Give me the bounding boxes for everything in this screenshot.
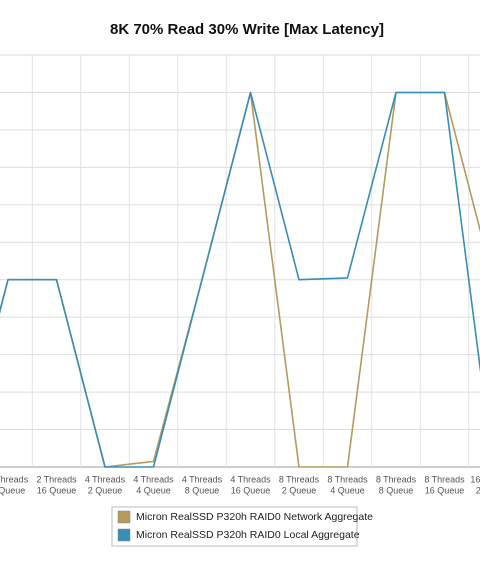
x-tick-label: 16 Queue <box>37 485 77 495</box>
x-tick-label: 16 Threads <box>470 474 480 484</box>
x-tick-label: 8 Threads <box>424 474 465 484</box>
x-tick-label: 2 Queue <box>88 485 123 495</box>
x-tick-label: 4 Queue <box>136 485 171 495</box>
x-tick-label: 2 Threads <box>0 474 29 484</box>
legend: Micron RealSSD P320h RAID0 Network Aggre… <box>117 510 373 542</box>
x-tick-label: 4 Threads <box>133 474 174 484</box>
x-tick-label: 4 Threads <box>230 474 271 484</box>
x-tick-label: 16 Queue <box>231 485 271 495</box>
x-tick-label: 8 Threads <box>376 474 417 484</box>
chart-title: 8K 70% Read 30% Write [Max Latency] <box>110 21 384 38</box>
x-tick-label: 2 Threads <box>36 474 77 484</box>
legend-swatch <box>117 528 131 542</box>
x-tick-label: 4 Threads <box>85 474 126 484</box>
x-tick-label: 8 Queue <box>185 485 220 495</box>
legend-label: Micron RealSSD P320h RAID0 Local Aggrega… <box>136 529 360 541</box>
legend-box <box>111 506 358 547</box>
x-tick-label: 8 Threads <box>279 474 320 484</box>
x-tick-label: 8 Threads <box>327 474 368 484</box>
x-tick-label: 16 Queue <box>425 485 465 495</box>
x-tick-label: 4 Queue <box>330 485 365 495</box>
x-tick-label: 8 Queue <box>0 485 25 495</box>
legend-label: Micron RealSSD P320h RAID0 Network Aggre… <box>136 511 373 523</box>
lines <box>0 91 480 468</box>
grid <box>0 54 480 468</box>
x-tick-label: 2 Queue <box>476 485 480 495</box>
series-line <box>0 91 480 468</box>
x-tick-label: 8 Queue <box>379 485 414 495</box>
x-tick-label: 4 Threads <box>182 474 223 484</box>
x-tick-label: 2 Queue <box>282 485 317 495</box>
legend-swatch <box>117 510 131 524</box>
